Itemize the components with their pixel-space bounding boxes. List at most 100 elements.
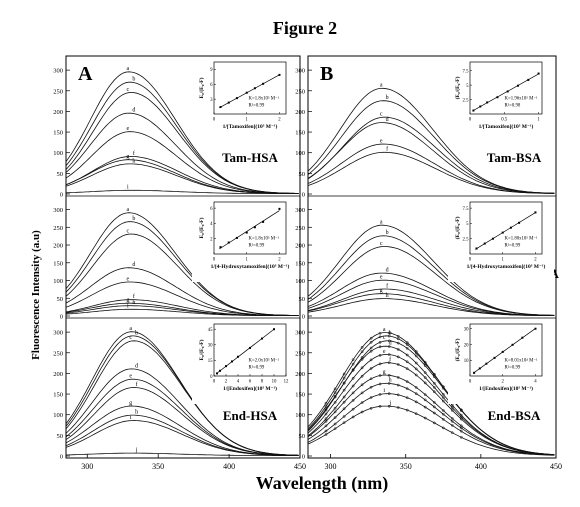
curve-marker [441, 412, 445, 416]
inset-y-label: (E₀/(E₀-F) [454, 338, 461, 361]
curve-b [307, 100, 555, 194]
inset-x-tick-label: 0.5 [501, 118, 508, 123]
y-tick-label: 50 [299, 171, 306, 178]
curve-j [65, 452, 299, 456]
curve-label-d: d [386, 117, 389, 123]
y-tick-label: 150 [53, 130, 63, 137]
curve-marker [423, 416, 427, 420]
curve-marker [432, 386, 436, 389]
curve-marker [432, 421, 436, 425]
inset-y-label: E₀/(E₀-F) [198, 339, 205, 360]
y-tick-label: 250 [295, 225, 305, 232]
curve-marker [378, 374, 382, 377]
y-tick-label: 300 [53, 68, 63, 75]
curve-marker [423, 398, 427, 402]
curve-marker [351, 362, 355, 366]
inset-point [231, 360, 233, 363]
inset-point [491, 237, 494, 240]
curve-marker [342, 415, 346, 418]
curve-label-j: j [388, 400, 391, 406]
y-tick-label: 0 [302, 454, 305, 461]
inset-plot: 0 1 2 3 6 9 K=1.8x10⁵ M⁻¹ R²=0.99 1/[Tamoxifen](… [192, 60, 298, 142]
curve-label-a: a [380, 220, 383, 226]
curve-label-c: c [129, 335, 132, 341]
curve-label-f: f [386, 282, 388, 289]
inset-point [219, 246, 222, 249]
curve-marker [441, 426, 445, 430]
inset-point [245, 91, 248, 94]
inset-point [479, 105, 482, 108]
curve-label-j: j [135, 448, 138, 454]
panel-4-oh-tam-bsa: 050100150200250300abcdefgh4-OH-Tam-BSA01… [295, 195, 560, 321]
curve-marker [387, 404, 391, 408]
y-tick-label: 300 [295, 330, 305, 337]
curve-marker [459, 417, 463, 421]
curve-marker [450, 419, 454, 423]
curve-marker [333, 427, 337, 431]
curve-label-e: e [383, 349, 386, 355]
figure-title: Figure 2 [273, 18, 337, 38]
panel-label: End-HSA [223, 408, 278, 423]
curve-c [65, 91, 299, 194]
inset-point [249, 346, 251, 349]
curve-marker [342, 388, 346, 392]
inset-y-tick-label: 7.5 [463, 69, 470, 74]
curve-e [65, 131, 299, 194]
curve-marker [333, 422, 337, 426]
curve-marker [351, 384, 355, 388]
inset-y-tick-label: 45 [208, 328, 213, 333]
curve-marker [450, 424, 454, 427]
curve-label-g: g [126, 154, 129, 160]
inset-x-tick-label: 6 [249, 380, 252, 385]
curve-marker [324, 417, 328, 421]
inset-point [501, 231, 504, 234]
curve-marker [441, 417, 445, 421]
inset-y-tick-label: 2.5 [463, 238, 470, 243]
inset-plot: 0 0.5 1 2.5 5 7.5 K=1.96x10⁵ M⁻¹ R²=0.98 1/[Tamo… [448, 60, 554, 142]
y-tick-label: 300 [53, 207, 63, 214]
curve-marker [450, 406, 454, 410]
inset-point [237, 355, 239, 358]
y-tick-label: 300 [295, 68, 305, 75]
inset-x-tick-label: 1 [246, 118, 249, 123]
curve-label-i: i [127, 185, 129, 191]
curve-label-i: i [130, 415, 132, 421]
y-tick-label: 150 [295, 260, 305, 267]
curve-marker [405, 353, 409, 357]
y-tick-label: 200 [53, 371, 63, 378]
curve-c [65, 233, 299, 316]
curve-marker [441, 386, 445, 390]
curve-marker [441, 396, 445, 399]
curve-marker [423, 393, 427, 396]
curve-marker [378, 393, 382, 396]
curve-label-f: f [136, 381, 138, 388]
curve-label-c: c [380, 241, 383, 247]
curve-marker [333, 394, 337, 398]
curve-label-b: b [135, 330, 138, 336]
curve-marker [360, 350, 364, 354]
inset-x-tick-label: 12 [284, 380, 289, 385]
inset-point [235, 236, 238, 239]
curve-marker [414, 361, 418, 365]
curve-marker [414, 351, 418, 355]
column-frame [65, 55, 301, 459]
y-tick-label: 150 [295, 392, 305, 399]
curve-marker [423, 405, 427, 409]
y-tick-label: 200 [295, 371, 305, 378]
inset-k-value: K=1.8x10⁵ M⁻¹ [249, 235, 280, 241]
panel-label: Tam-HSA [222, 150, 278, 165]
inset-y-tick-label: 30 [208, 344, 213, 349]
curve-c [307, 116, 555, 194]
curve-label-h: h [132, 158, 135, 164]
curve-label-b: b [386, 230, 389, 236]
curve-marker [378, 335, 382, 339]
curve-marker [342, 395, 346, 399]
curve-marker [360, 357, 364, 361]
curve-marker [396, 355, 400, 359]
curve-marker [432, 381, 436, 385]
curve-marker [324, 424, 328, 428]
curve-label-a: a [126, 66, 129, 72]
curve-marker [387, 334, 391, 338]
